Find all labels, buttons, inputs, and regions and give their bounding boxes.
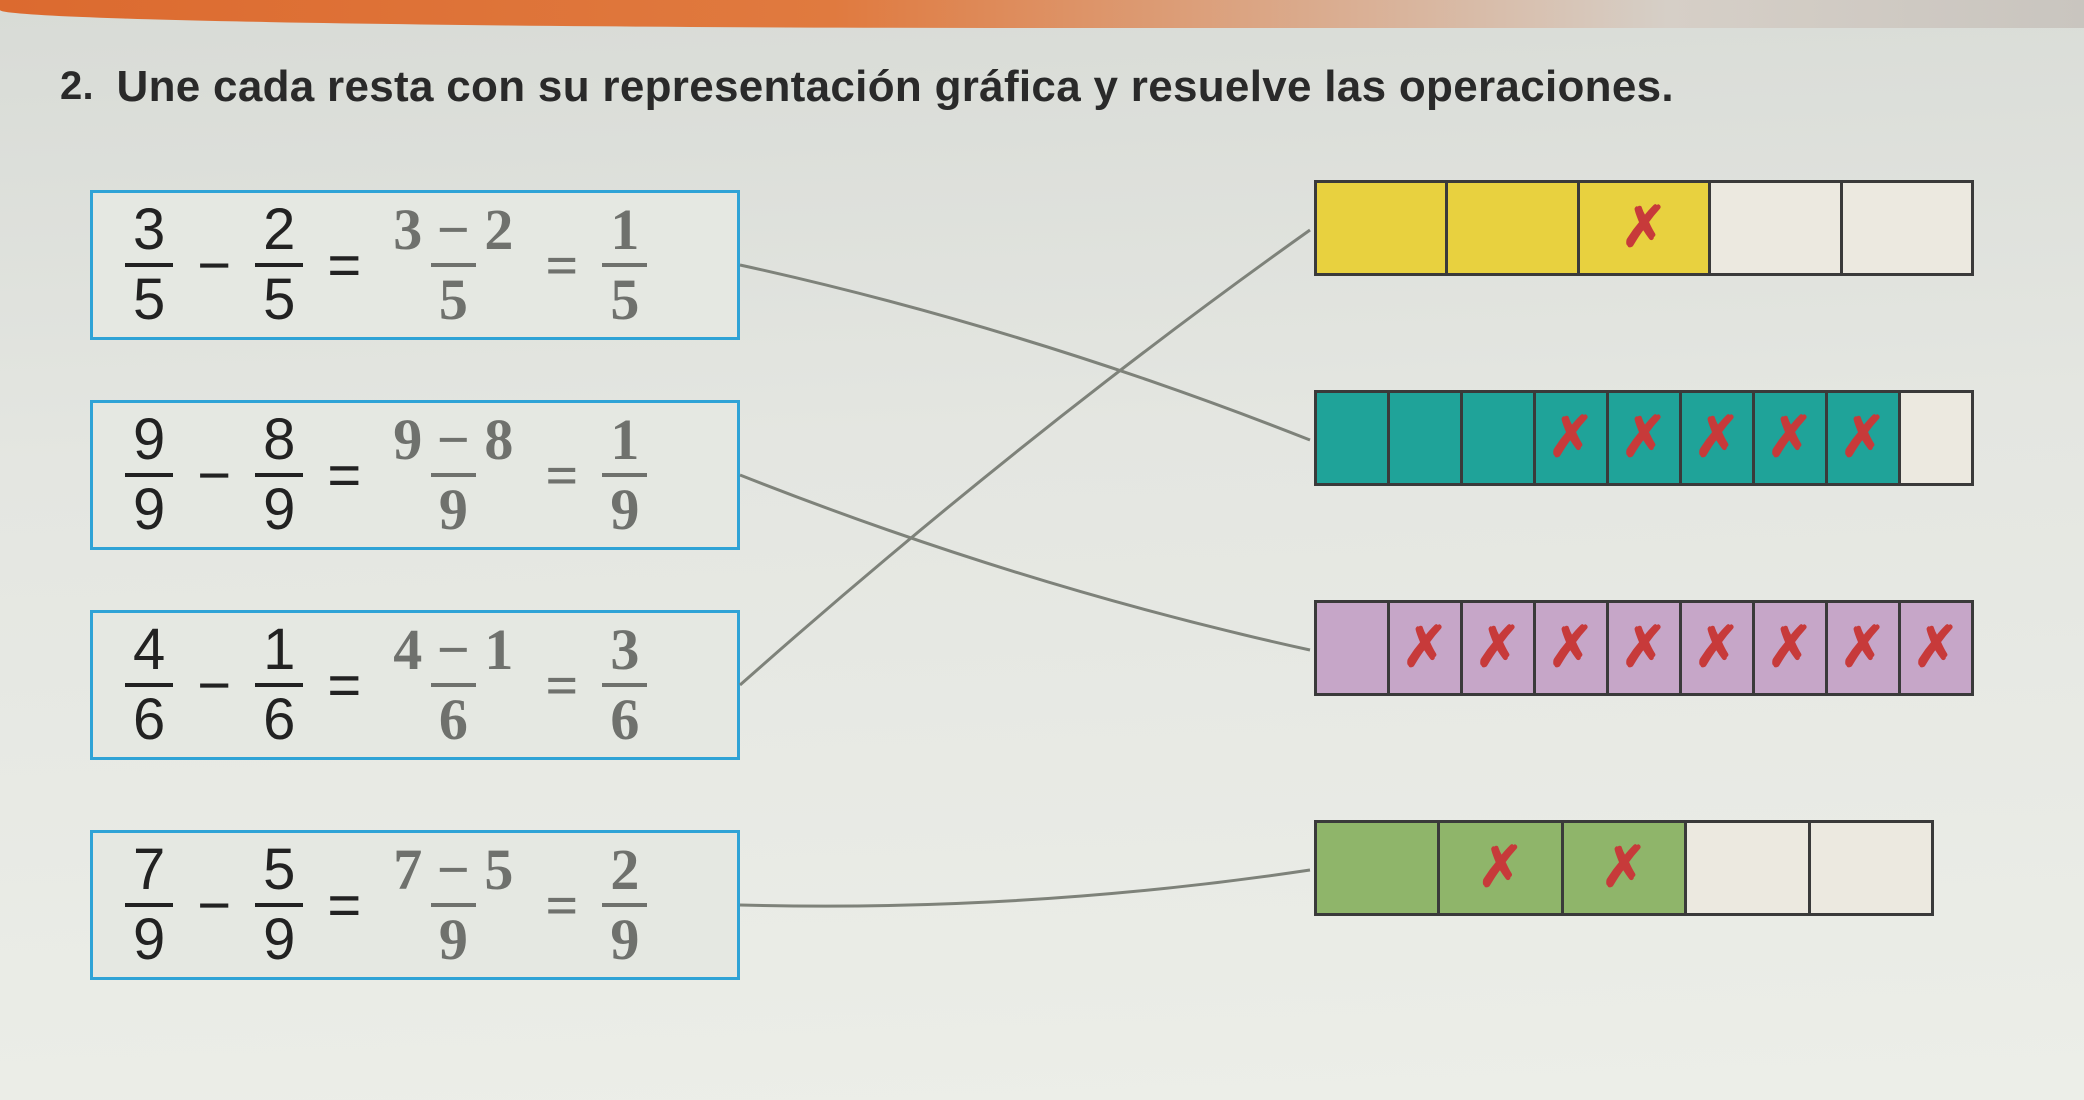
handwritten-work: 4 − 16=36 <box>379 621 653 749</box>
bar-cell: ✗ <box>1828 603 1901 693</box>
cross-mark-icon: ✗ <box>1548 620 1595 676</box>
minus-op: − <box>197 872 231 939</box>
equation-card-4: 79−59 = 7 − 59=29 <box>90 830 740 980</box>
match-line-4 <box>740 870 1310 906</box>
cross-mark-icon: ✗ <box>1601 840 1648 896</box>
bar-cell: ✗ <box>1463 603 1536 693</box>
fraction-bar-3: ✗ ✗ ✗ ✗ ✗ ✗ ✗ ✗ <box>1314 600 1974 696</box>
fraction-bar-1: ✗ <box>1314 180 1974 276</box>
equals-op: = <box>327 652 361 719</box>
bar-cell: ✗ <box>1536 393 1609 483</box>
cross-mark-icon: ✗ <box>1475 620 1522 676</box>
cross-mark-icon: ✗ <box>1477 840 1524 896</box>
bar-cell: ✗ <box>1682 603 1755 693</box>
fraction-a: 46 <box>125 621 173 749</box>
equation-card-1: 35−25 = 3 − 25=15 <box>90 190 740 340</box>
bar-cell <box>1811 823 1931 913</box>
match-line-3 <box>740 230 1310 685</box>
handwritten-work: 7 − 59=29 <box>379 841 653 969</box>
cross-mark-icon: ✗ <box>1621 620 1668 676</box>
bar-cell <box>1317 183 1448 273</box>
bar-cell <box>1463 393 1536 483</box>
fraction-bar-4: ✗✗ <box>1314 820 1934 916</box>
bar-cell: ✗ <box>1580 183 1711 273</box>
fraction-b: 89 <box>255 411 303 539</box>
cross-mark-icon: ✗ <box>1548 410 1595 466</box>
page-top-stripe <box>0 0 2084 28</box>
exercise-number: 2. <box>60 64 94 108</box>
bar-cell: ✗ <box>1609 603 1682 693</box>
equals-op: = <box>327 872 361 939</box>
bar-cell: ✗ <box>1609 393 1682 483</box>
minus-op: − <box>197 232 231 299</box>
handwritten-work: 3 − 25=15 <box>379 201 653 329</box>
bar-cell: ✗ <box>1901 603 1971 693</box>
bar-cell <box>1843 183 1971 273</box>
cross-mark-icon: ✗ <box>1694 410 1741 466</box>
cross-mark-icon: ✗ <box>1840 620 1887 676</box>
bar-cell <box>1711 183 1842 273</box>
bar-cell <box>1901 393 1971 483</box>
fraction-bar-2: ✗ ✗ ✗ ✗ ✗ <box>1314 390 1974 486</box>
match-line-2 <box>740 475 1310 650</box>
equals-op: = <box>327 442 361 509</box>
cross-mark-icon: ✗ <box>1767 410 1814 466</box>
bar-cell: ✗ <box>1682 393 1755 483</box>
equation-card-3: 46−16 = 4 − 16=36 <box>90 610 740 760</box>
equals-op: = <box>327 232 361 299</box>
minus-op: − <box>197 652 231 719</box>
bar-cell <box>1448 183 1579 273</box>
match-line-1 <box>740 265 1310 440</box>
cross-mark-icon: ✗ <box>1913 620 1960 676</box>
bar-cell: ✗ <box>1755 393 1828 483</box>
cross-mark-icon: ✗ <box>1621 200 1668 256</box>
bar-cell <box>1317 823 1440 913</box>
cross-mark-icon: ✗ <box>1621 410 1668 466</box>
fraction-b: 59 <box>255 841 303 969</box>
bar-cell <box>1390 393 1463 483</box>
fraction-a: 79 <box>125 841 173 969</box>
equation-card-2: 99−89 = 9 − 89=19 <box>90 400 740 550</box>
fraction-a: 35 <box>125 201 173 329</box>
bar-cell: ✗ <box>1828 393 1901 483</box>
cross-mark-icon: ✗ <box>1694 620 1741 676</box>
cross-mark-icon: ✗ <box>1767 620 1814 676</box>
bar-cell <box>1317 393 1390 483</box>
exercise-text: Une cada resta con su representación grá… <box>117 62 1674 111</box>
fraction-b: 25 <box>255 201 303 329</box>
bar-cell: ✗ <box>1440 823 1563 913</box>
bar-cell: ✗ <box>1755 603 1828 693</box>
bar-cell: ✗ <box>1564 823 1687 913</box>
cross-mark-icon: ✗ <box>1402 620 1449 676</box>
minus-op: − <box>197 442 231 509</box>
bar-cell <box>1687 823 1810 913</box>
bar-cell: ✗ <box>1536 603 1609 693</box>
fraction-b: 16 <box>255 621 303 749</box>
bar-cell <box>1317 603 1390 693</box>
exercise-prompt: 2. Une cada resta con su representación … <box>60 62 1674 112</box>
bar-cell: ✗ <box>1390 603 1463 693</box>
handwritten-work: 9 − 89=19 <box>379 411 653 539</box>
cross-mark-icon: ✗ <box>1840 410 1887 466</box>
fraction-a: 99 <box>125 411 173 539</box>
